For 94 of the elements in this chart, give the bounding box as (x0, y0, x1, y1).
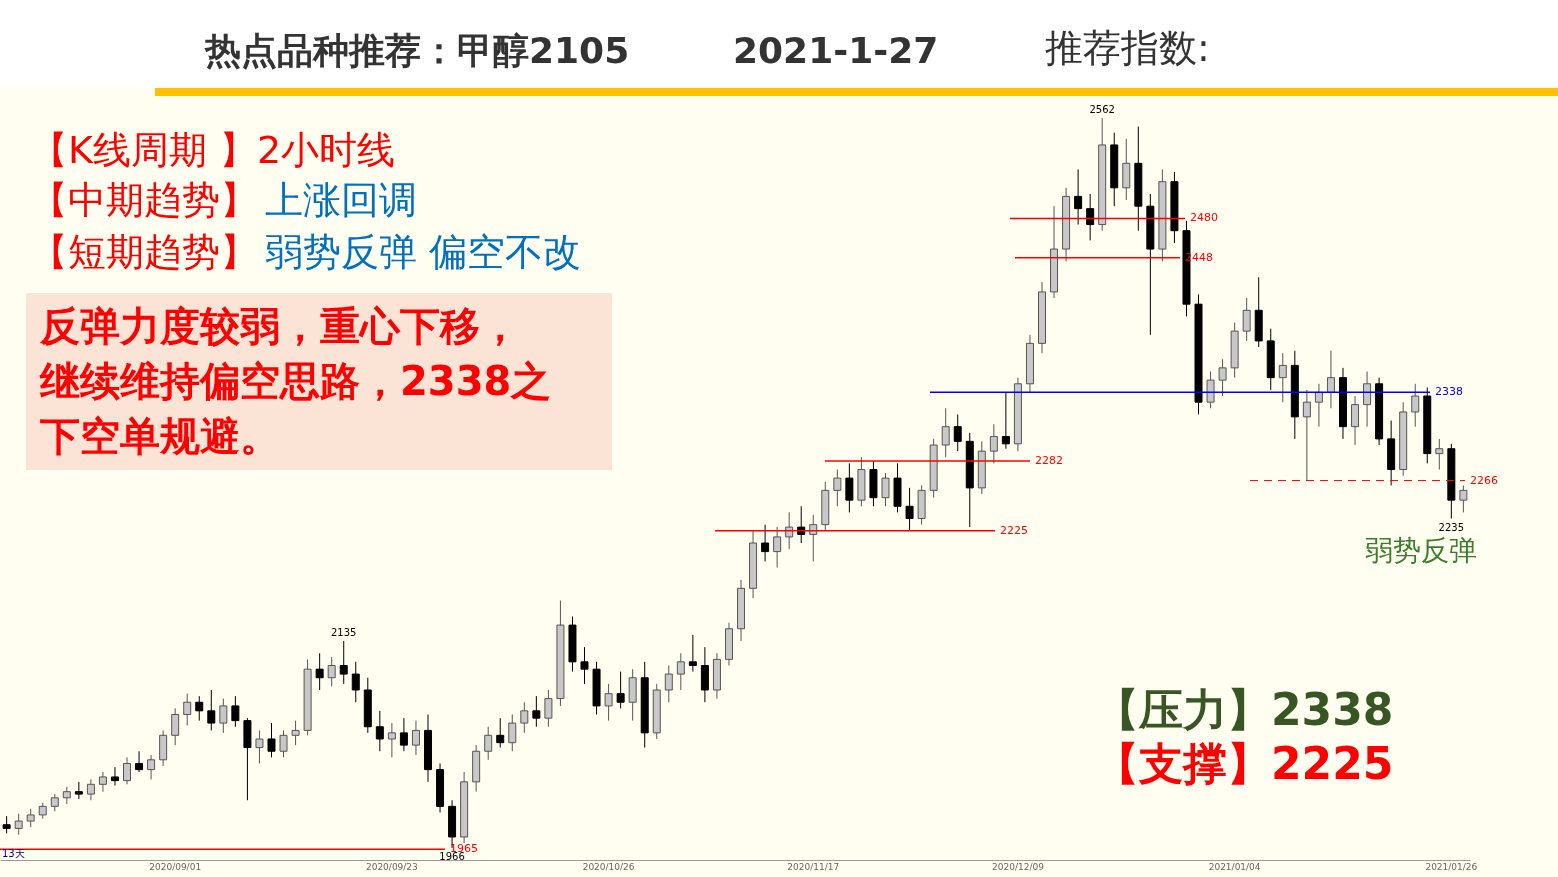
candlestick (1001, 391, 1010, 450)
candlestick (1314, 383, 1323, 428)
candlestick (135, 750, 144, 773)
annotation: 上涨回调 (265, 178, 417, 222)
annotation: 【压力】2338 (1095, 684, 1394, 735)
candlestick (664, 665, 673, 703)
candlestick (580, 646, 589, 685)
candlestick (327, 656, 336, 687)
x-tick-label: 2021/01/04 (1208, 861, 1261, 872)
x-tick-label: 2020/11/17 (787, 861, 840, 872)
ref-line-label: 2282 (1035, 453, 1063, 467)
candlestick (1206, 371, 1215, 409)
candlestick (953, 413, 962, 452)
candlestick (399, 717, 408, 752)
candlestick (1074, 168, 1083, 226)
candlestick (1363, 371, 1372, 428)
annotation: 13天 (2, 848, 25, 859)
candlestick (496, 717, 505, 749)
candlestick (267, 722, 276, 758)
candlestick (688, 634, 697, 673)
candlestick (508, 713, 517, 752)
candlestick (1218, 358, 1227, 397)
candlestick (941, 407, 950, 458)
ref-line-label: 2480 (1190, 211, 1218, 225)
candlestick (279, 729, 288, 758)
ref-line-label: 2225 (1000, 523, 1028, 537)
annotation: 1966 (439, 851, 465, 862)
candlestick (375, 710, 384, 752)
candlestick (484, 726, 493, 761)
candlestick (676, 652, 685, 691)
annotation: 弱势反弹 (1365, 534, 1477, 567)
candlestick (544, 689, 553, 728)
annotation: 继续维持偏空思路，2338之 (39, 358, 552, 404)
candlestick (351, 661, 360, 703)
annotation: 【短期趋势】 (30, 230, 258, 274)
candlestick (604, 683, 613, 722)
chart-subtitle: 2021-1-27 (733, 30, 939, 71)
candlestick (195, 695, 204, 722)
candlestick (110, 766, 119, 787)
x-tick-label: 2020/10/26 (582, 861, 635, 872)
candlestick (1086, 193, 1095, 241)
annotation: 2135 (331, 627, 357, 638)
candlestick (520, 701, 529, 734)
candlestick (761, 524, 770, 562)
candlestick (255, 729, 264, 764)
candlestick (773, 526, 782, 569)
candlestick (291, 720, 300, 746)
annotation: 反弹力度较弱，重心下移， (39, 303, 520, 349)
annotation: 【中期趋势】 (30, 178, 258, 222)
candlestick (989, 423, 998, 464)
ref-line-label: 2338 (1435, 385, 1463, 399)
candlestick (833, 469, 842, 507)
candlestick (616, 671, 625, 709)
candlestick (1326, 350, 1335, 409)
candlestick (905, 487, 914, 532)
candlestick (411, 720, 420, 756)
candlestick (1302, 389, 1311, 482)
ref-line-label: 2266 (1470, 473, 1498, 487)
candlestick (147, 754, 156, 780)
candlestick (1278, 352, 1287, 403)
candlestick (1459, 484, 1468, 513)
annotation: 2562 (1089, 104, 1115, 115)
annotation: 2235 (1438, 521, 1465, 533)
candlestick (26, 808, 35, 828)
candlestick (315, 652, 324, 691)
candlestick (74, 781, 83, 800)
annotation: 弱势反弹 偏空不改 (265, 230, 582, 274)
candlestick (98, 771, 107, 793)
annotation: 下空单规避。 (40, 413, 280, 459)
candlestick (1351, 395, 1360, 446)
x-tick-label: 2021/01/26 (1425, 861, 1478, 872)
candlestick (1411, 383, 1420, 428)
candlestick (881, 472, 890, 507)
x-tick-label: 2020/09/23 (365, 861, 418, 872)
candlestick (231, 695, 240, 728)
candlestick (1435, 438, 1444, 471)
candlestick (14, 813, 23, 836)
candlestick (219, 698, 228, 734)
candlestick (207, 689, 216, 731)
x-tick-label: 2020/09/01 (149, 861, 202, 872)
candlestick (845, 462, 854, 513)
candlestick (183, 693, 192, 727)
annotation: 【K线周期 】2小时线 (30, 128, 396, 172)
text: 推荐指数: (1045, 26, 1210, 70)
x-tick-label: 2020/12/09 (991, 861, 1045, 872)
candlestick (171, 707, 180, 746)
candlestick (339, 640, 348, 685)
candlestick (387, 722, 396, 758)
candlestick (532, 695, 541, 728)
candlestick (1242, 297, 1251, 342)
candlestick (123, 756, 132, 785)
candlestick (86, 778, 95, 801)
annotation: 【支撑】2225 (1095, 738, 1394, 789)
chart-title: 热点品种推荐：甲醇2105 (204, 30, 630, 71)
